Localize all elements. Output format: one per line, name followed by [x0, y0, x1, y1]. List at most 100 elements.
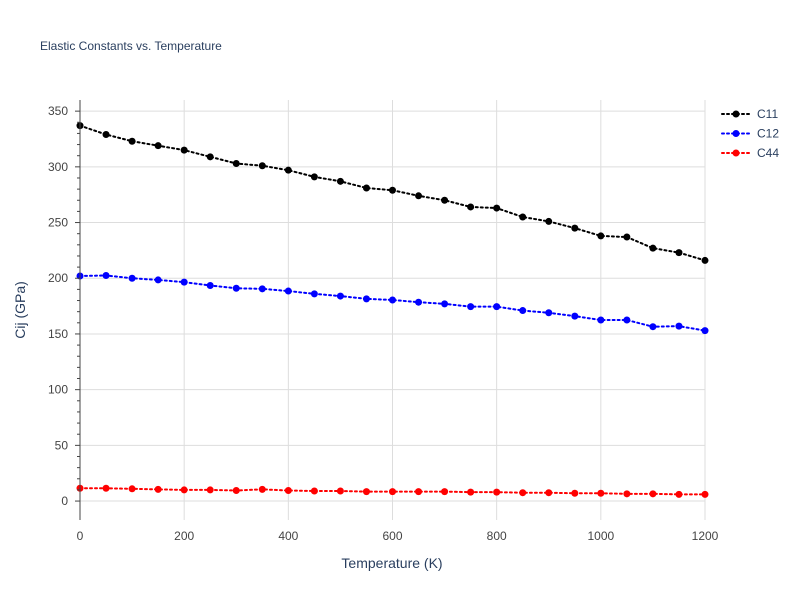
data-point-c12	[493, 303, 501, 311]
data-point-c11	[493, 204, 501, 212]
data-point-c12	[206, 281, 214, 289]
x-tick-label: 400	[278, 529, 298, 543]
data-point-c11	[441, 196, 449, 204]
data-point-c11	[284, 166, 292, 174]
data-point-c11	[362, 184, 370, 192]
data-point-c44	[389, 488, 396, 496]
data-point-c11	[519, 213, 527, 221]
data-point-c12	[519, 307, 527, 315]
legend-label-c44: C44	[757, 146, 779, 160]
data-point-c12	[232, 284, 240, 292]
legend-label-c12: C12	[757, 127, 779, 141]
data-point-c44	[180, 486, 188, 494]
y-tick-label: 150	[48, 327, 68, 341]
data-point-c12	[102, 271, 110, 279]
x-tick-label: 600	[382, 529, 402, 543]
data-point-c11	[545, 217, 553, 225]
data-point-c12	[701, 327, 709, 335]
series-layer	[76, 122, 709, 498]
data-point-c44	[154, 485, 162, 493]
data-point-c44	[206, 486, 214, 494]
data-point-c11	[623, 233, 631, 241]
data-point-c44	[701, 490, 709, 498]
data-point-c44	[493, 488, 501, 496]
data-point-c44	[597, 489, 605, 497]
data-point-c11	[258, 162, 266, 170]
data-point-c11	[154, 142, 162, 150]
y-tick-label: 200	[48, 271, 68, 285]
data-point-c11	[310, 173, 318, 181]
data-point-c11	[206, 153, 214, 161]
data-point-c12	[336, 292, 344, 300]
data-point-c44	[571, 489, 579, 497]
x-tick-label: 200	[174, 529, 194, 543]
data-point-c11	[467, 203, 475, 211]
y-tick-label: 100	[48, 383, 68, 397]
data-point-c12	[649, 323, 657, 331]
data-point-c12	[467, 303, 475, 311]
legend-marker-c44	[732, 149, 740, 157]
y-tick-label: 0	[61, 494, 68, 508]
data-point-c44	[519, 489, 527, 497]
data-point-c12	[675, 322, 683, 330]
data-point-c11	[102, 131, 110, 139]
data-point-c44	[128, 485, 136, 493]
x-tick-label: 0	[77, 529, 84, 543]
y-tick-label: 250	[48, 216, 68, 230]
data-point-c44	[545, 489, 553, 497]
y-tick-label: 350	[48, 104, 68, 118]
data-point-c11	[415, 192, 423, 200]
data-point-c44	[675, 490, 683, 498]
data-point-c11	[649, 244, 657, 252]
legend-marker-c11	[732, 110, 740, 118]
x-tick-label: 800	[487, 529, 507, 543]
data-point-c44	[649, 490, 657, 498]
data-point-c44	[362, 488, 370, 496]
data-point-c44	[102, 484, 110, 492]
data-point-c44	[623, 490, 631, 498]
x-tick-label: 1200	[692, 529, 719, 543]
y-axis-title: Cij (GPa)	[12, 281, 28, 339]
legend-label-c11: C11	[757, 107, 778, 121]
data-point-c12	[389, 296, 396, 304]
data-point-c11	[571, 224, 579, 232]
data-point-c12	[128, 274, 136, 282]
data-point-c12	[441, 300, 449, 308]
data-point-c11	[128, 137, 136, 145]
chart-title: Elastic Constants vs. Temperature	[40, 39, 222, 53]
data-point-c11	[597, 232, 605, 240]
x-axis-title: Temperature (K)	[341, 555, 442, 571]
data-point-c44	[258, 485, 266, 493]
data-point-c12	[154, 276, 162, 284]
data-point-c12	[310, 290, 318, 298]
data-point-c44	[310, 487, 318, 495]
axis-layer: 0 200 400 600 800 1000 1200 0 50 100 150 200 250 300 3…	[48, 100, 719, 543]
data-point-c12	[597, 316, 605, 324]
data-point-c11	[701, 256, 709, 264]
data-point-c12	[258, 285, 266, 293]
y-tick-label: 50	[55, 438, 69, 452]
data-point-c44	[441, 488, 449, 496]
data-point-c44	[232, 486, 240, 494]
data-point-c44	[415, 488, 423, 496]
data-point-c11	[232, 160, 240, 168]
x-tick-label: 1000	[587, 529, 614, 543]
data-point-c12	[545, 309, 553, 317]
data-point-c44	[467, 488, 475, 496]
legend: C11 C12 C44	[721, 107, 779, 160]
data-point-c11	[675, 249, 683, 257]
data-point-c12	[415, 298, 423, 306]
data-point-c12	[623, 316, 631, 324]
data-point-c11	[336, 177, 344, 185]
data-point-c12	[284, 287, 292, 295]
data-point-c44	[284, 486, 292, 494]
data-point-c12	[180, 278, 188, 286]
legend-marker-c12	[732, 130, 740, 137]
data-point-c44	[336, 487, 344, 495]
data-point-c12	[362, 295, 370, 303]
data-point-c12	[571, 312, 579, 320]
y-tick-label: 300	[48, 160, 68, 174]
data-point-c11	[389, 186, 396, 194]
